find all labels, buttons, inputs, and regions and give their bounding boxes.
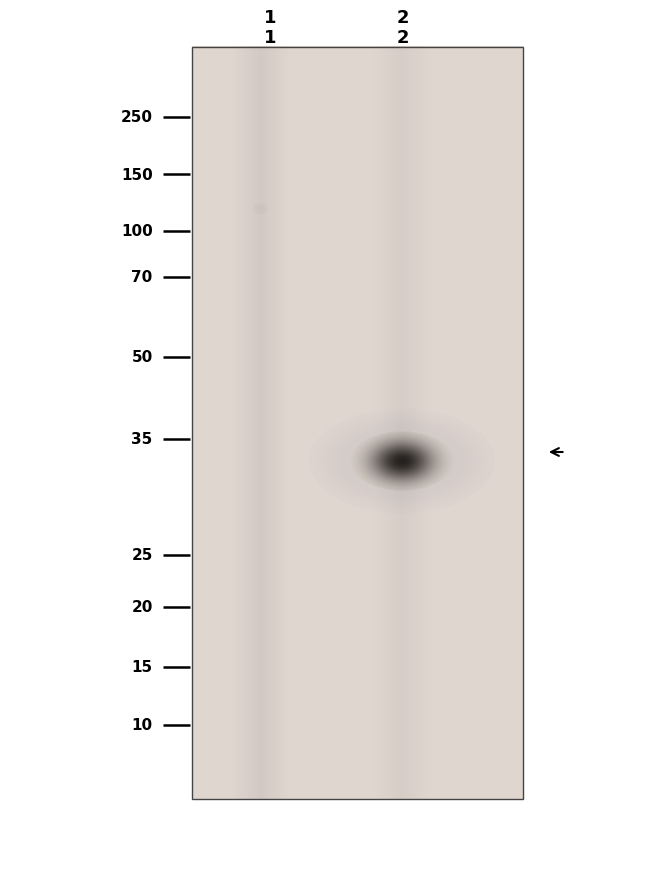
Bar	[192, 48, 523, 799]
Text: 2: 2	[396, 29, 410, 47]
Text: 1: 1	[263, 9, 276, 27]
Text: 15: 15	[131, 660, 153, 674]
Text: 150: 150	[121, 168, 153, 182]
Text: 100: 100	[121, 224, 153, 239]
Text: 2: 2	[396, 9, 410, 27]
Text: 1: 1	[263, 29, 276, 47]
Text: 70: 70	[131, 270, 153, 285]
Text: 250: 250	[121, 110, 153, 125]
Text: 10: 10	[131, 718, 153, 733]
Text: 25: 25	[131, 547, 153, 563]
Text: 50: 50	[131, 350, 153, 365]
Text: 20: 20	[131, 600, 153, 614]
Text: 35: 35	[131, 432, 153, 447]
